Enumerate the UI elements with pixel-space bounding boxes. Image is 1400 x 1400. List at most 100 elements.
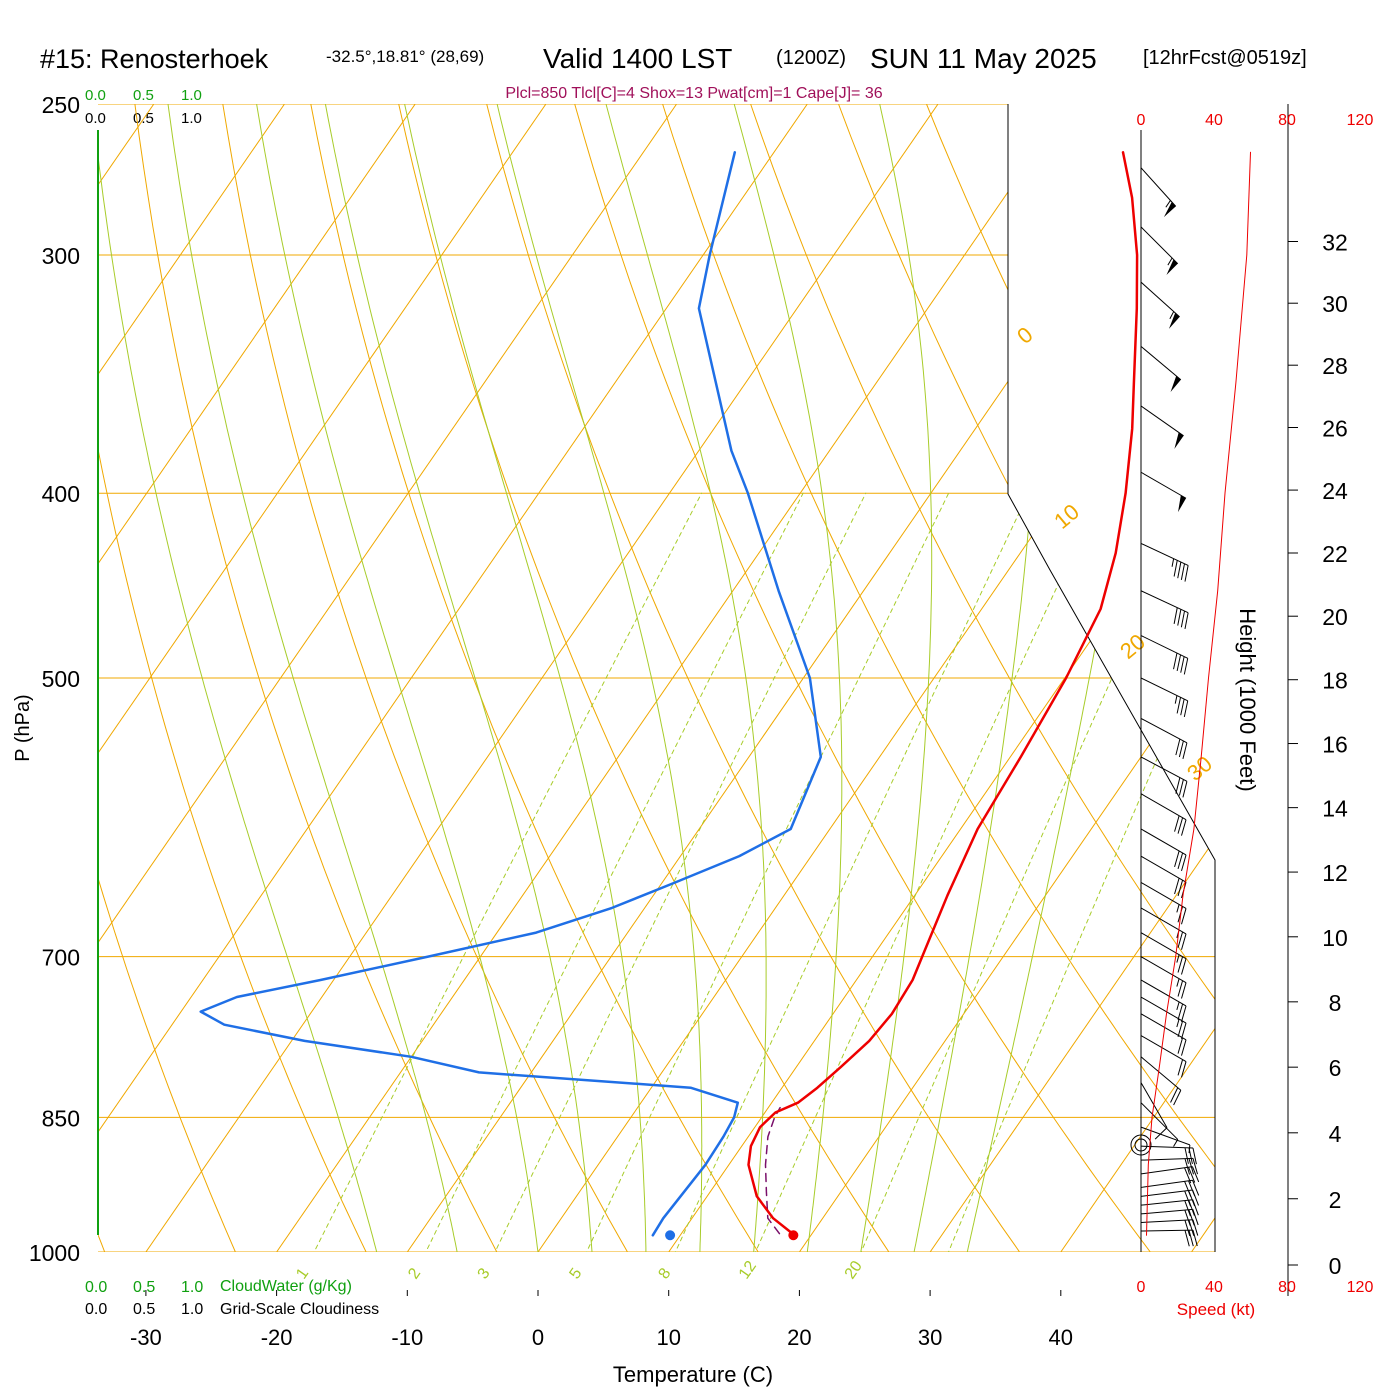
wind-barb-feather [1182, 781, 1188, 798]
speed-profile-line [1146, 151, 1251, 1236]
wind-barb [1140, 881, 1187, 925]
height-tick-label: 2 [1329, 1187, 1342, 1213]
wind-barb-half-feather [1176, 1001, 1180, 1011]
wind-barb-feather [1178, 740, 1184, 758]
dry-adiabat-line [1278, 104, 1400, 1285]
wind-barb [1140, 1035, 1187, 1078]
x-tick-label: -20 [261, 1325, 293, 1350]
plot-boundary [1007, 104, 1216, 1252]
x-tick-label: 40 [1049, 1325, 1073, 1350]
wind-barb-feather [1177, 1020, 1184, 1038]
wind-barb-feather [1192, 1229, 1198, 1247]
moist-adiabat-line [404, 104, 647, 1252]
dewpoint-line [199, 151, 823, 1237]
wind-barb [1140, 1126, 1191, 1154]
wind-barb [1140, 828, 1187, 871]
wind-barb-staff [1140, 1208, 1193, 1215]
wind-barb [1140, 956, 1187, 999]
mixing-ratio-label: 8 [655, 1265, 674, 1282]
isotherm-line [929, 104, 1215, 1252]
wind-barb-staff [1140, 1179, 1193, 1188]
wind-barb-staff [1140, 956, 1187, 984]
wind-barb-feather [1184, 1158, 1191, 1175]
mixing-ratio-label: 5 [566, 1265, 585, 1282]
wind-barbs [1130, 167, 1200, 1247]
axes: -30 -20 -10 0 10 20 30 402503004005007008501000… [29, 92, 1374, 1350]
background-grid [98, 104, 1400, 1285]
wind-barb-feather [1177, 879, 1184, 897]
title-forecast: [12hrFcst@0519z] [1143, 47, 1307, 69]
height-tick-label: 20 [1322, 604, 1348, 630]
wind-barb [1140, 1219, 1199, 1237]
isotherm-line [1191, 104, 1215, 1252]
mixing-ratio-line [571, 492, 950, 1252]
mixing-ratio-label: 2 [405, 1265, 424, 1282]
x-tick-label: 10 [656, 1325, 680, 1350]
moist-adiabat-line [256, 104, 543, 1252]
wind-barb-feather [1180, 656, 1185, 673]
height-tick-label: 26 [1322, 415, 1348, 441]
cloudwater-scale-label: 1.0 [181, 87, 202, 104]
mixing-ratio-line [297, 492, 703, 1252]
cloudwater-scale-label: 0.0 [85, 1279, 107, 1296]
wind-barb [1140, 345, 1182, 393]
dry-adiabat-line [398, 104, 912, 1252]
wind-barb [1140, 793, 1187, 836]
wind-barb-half-feather [1167, 257, 1173, 266]
height-tick-label: 6 [1329, 1055, 1342, 1081]
pressure-tick-label: 700 [42, 945, 80, 971]
cloudiness-scale-label: 0.0 [85, 110, 106, 127]
wind-barb-feather [1188, 1230, 1194, 1247]
wind-barb-feather [1181, 958, 1187, 975]
pressure-tick-label: 400 [42, 481, 80, 507]
wind-barb [1140, 756, 1188, 798]
parcel-path-line [764, 1106, 781, 1235]
wind-barb-feather [1174, 877, 1180, 895]
wind-barb-half-feather [1188, 1144, 1191, 1154]
wind-barb-feather [1181, 1005, 1187, 1022]
wind-barb-feather [1184, 1220, 1191, 1237]
wind-barb [1140, 1166, 1200, 1184]
dry-adiabat-label: 20 [1115, 629, 1150, 664]
wind-barb-feather [1182, 742, 1188, 759]
dry-adiabat-line [838, 104, 1215, 1252]
wind-barb-staff [1140, 881, 1187, 909]
wind-barb-feather [1188, 1209, 1195, 1226]
cloudwater-scale-label: 0.0 [85, 87, 106, 104]
wind-barb-feather [1192, 1180, 1200, 1196]
wind-barb-feather [1170, 1087, 1179, 1103]
height-tick-label: 14 [1322, 796, 1348, 822]
wind-barb [1140, 932, 1187, 975]
wind-barb-feather [1192, 1158, 1199, 1175]
wind-barb-feather [1176, 697, 1182, 714]
wind-barb-staff [1140, 1189, 1193, 1197]
cloudwater-scale-label: 0.5 [133, 87, 154, 104]
wind-barb-feather [1177, 1037, 1184, 1054]
wind-barb-half-feather [1176, 1018, 1180, 1028]
isotherm-line [276, 104, 1070, 1252]
speed-tick-label: 80 [1278, 1279, 1296, 1296]
pressure-tick-label: 300 [42, 243, 80, 269]
wind-barb-staff [1140, 471, 1187, 499]
dry-adiabat-line [662, 104, 1215, 1252]
wind-barb-staff [1140, 979, 1187, 1007]
pressure-tick-label: 1000 [29, 1240, 80, 1266]
wind-barb-half-feather [1176, 904, 1180, 913]
dry-adiabat-line [486, 104, 1044, 1252]
moist-adiabat-line [324, 104, 595, 1252]
wind-barb-staff [1140, 1157, 1193, 1161]
wind-barb-staff [1140, 793, 1187, 821]
wind-barb [1140, 590, 1189, 630]
title-coords: -32.5°,18.81° (28,69) [326, 47, 484, 66]
wind-barb-staff [1140, 1229, 1194, 1232]
y-axis-title: P (hPa) [12, 694, 34, 761]
dry-adiabat-line [1366, 104, 1400, 1285]
wind-barb-feather [1177, 561, 1182, 579]
wind-barb-staff [1140, 635, 1188, 659]
wind-barb-feather [1177, 852, 1184, 869]
mixing-ratio-label: 3 [475, 1265, 494, 1282]
dry-adiabat-line [98, 104, 251, 1252]
wind-barb-feather [1188, 1180, 1196, 1197]
height-tick-label: 10 [1322, 925, 1348, 951]
stability-indices: Plcl=850 Tlcl[C]=4 Shox=13 Pwat[cm]=1 Ca… [505, 85, 882, 102]
